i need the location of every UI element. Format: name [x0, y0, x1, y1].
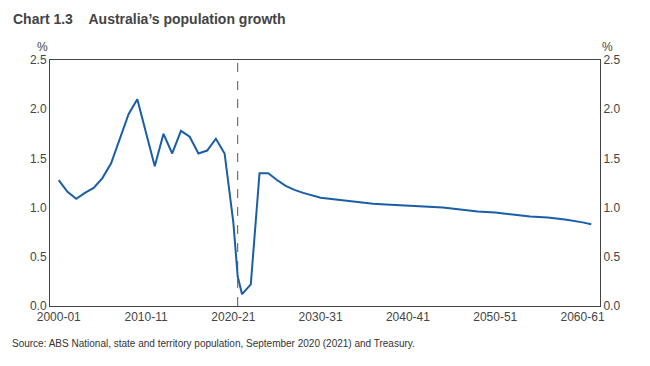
svg-text:1.5: 1.5: [30, 152, 47, 166]
svg-text:2030-31: 2030-31: [299, 310, 343, 324]
svg-text:2060-61: 2060-61: [561, 310, 605, 324]
svg-text:0.0: 0.0: [603, 299, 620, 313]
svg-text:0.5: 0.5: [603, 250, 620, 264]
svg-text:2.0: 2.0: [30, 102, 47, 116]
svg-text:Source: ABS National, state an: Source: ABS National, state and territor…: [12, 338, 415, 349]
svg-text:2.5: 2.5: [603, 53, 620, 67]
svg-text:2.5: 2.5: [30, 53, 47, 67]
svg-text:0.5: 0.5: [30, 250, 47, 264]
svg-text:%: %: [37, 40, 48, 54]
svg-text:2010-11: 2010-11: [124, 310, 167, 324]
svg-text:0.0: 0.0: [30, 299, 47, 313]
svg-text:1.0: 1.0: [603, 201, 620, 215]
svg-text:2050-51: 2050-51: [473, 310, 517, 324]
svg-text:1.5: 1.5: [603, 152, 620, 166]
svg-text:%: %: [602, 40, 613, 54]
svg-text:2000-01: 2000-01: [37, 310, 81, 324]
svg-text:Chart 1.3 Australia’s popul: Chart 1.3 Australia’s population growth: [13, 11, 286, 27]
svg-text:2.0: 2.0: [603, 102, 620, 116]
svg-text:2040-41: 2040-41: [386, 310, 430, 324]
svg-text:1.0: 1.0: [30, 201, 47, 215]
svg-text:2020-21: 2020-21: [211, 310, 255, 324]
